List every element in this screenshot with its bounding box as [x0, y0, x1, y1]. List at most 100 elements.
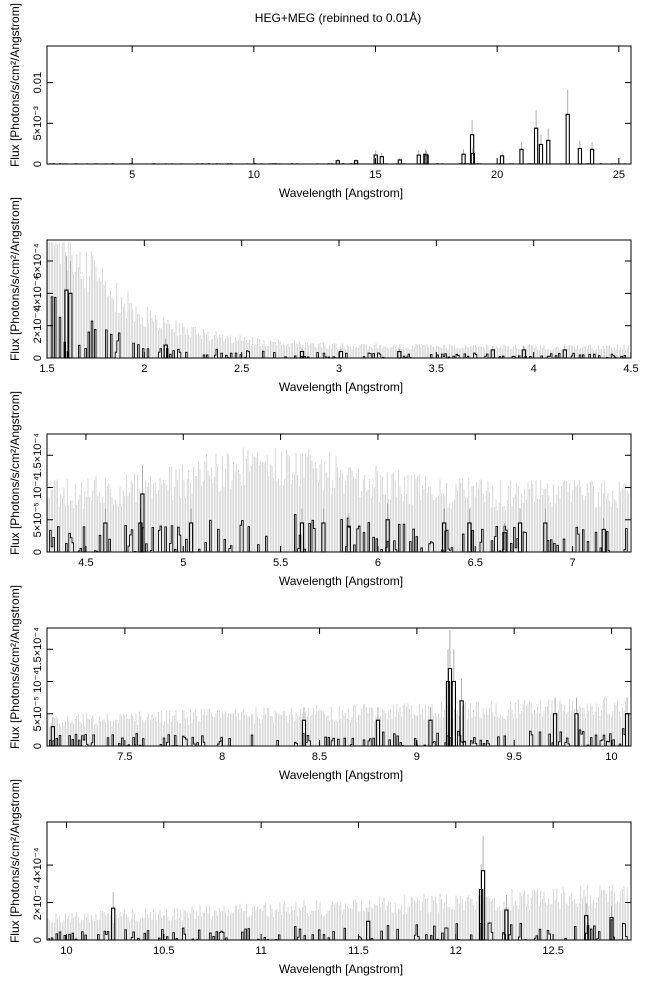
emission-line-peak	[574, 713, 579, 747]
emission-line-peak	[504, 909, 509, 941]
y-tick-label: 5×10⁻³	[32, 106, 44, 141]
emission-line-peak	[346, 525, 351, 553]
x-axis-label: Wavelength [Angstrom]	[279, 962, 403, 976]
x-tick-label: 10	[60, 945, 72, 957]
emission-line-peak	[521, 349, 527, 359]
x-tick-label: 20	[491, 169, 503, 181]
y-tick-label: 6×10⁻⁴	[32, 243, 44, 279]
spectrum	[47, 447, 631, 553]
y-tick-label: 10⁻⁴	[32, 476, 44, 499]
y-axis-label: Flux [Photons/s/cm²/Angstrom]	[8, 585, 22, 749]
emission-line-peak	[546, 139, 551, 165]
emission-line-peak	[533, 127, 539, 165]
x-tick-label: 25	[613, 169, 625, 181]
y-axis-label: Flux [Photons/s/cm²/Angstrom]	[8, 391, 22, 555]
x-tick-label: 12.5	[542, 945, 563, 957]
x-axis-label: Wavelength [Angstrom]	[279, 380, 403, 394]
emission-line-peak	[397, 350, 402, 359]
emission-line-peak	[375, 719, 381, 747]
y-tick-label: 0	[32, 549, 44, 555]
y-tick-label: 5×10⁻⁵	[32, 696, 44, 731]
x-tick-label: 4	[531, 363, 537, 375]
plot-frame	[46, 45, 632, 165]
x-tick-label: 2	[141, 363, 147, 375]
y-axis-label: Flux [Photons/s/cm²/Angstrom]	[8, 3, 22, 167]
x-tick-label: 8	[219, 751, 225, 763]
x-tick-label: 15	[369, 169, 381, 181]
y-tick-label: 10⁻⁴	[32, 670, 44, 693]
chart-panel-2: 1.5 2 2.5 3 3.5 4 4.5 0 2×10⁻⁴4×10⁻⁴6×10⁻⁴ Wavele…	[8, 197, 639, 394]
emission-line-peak	[68, 292, 73, 359]
emission-line-peak	[552, 713, 558, 747]
emission-line-peak	[470, 152, 475, 165]
emission-line-peak	[490, 349, 495, 359]
emission-line-peak	[565, 113, 570, 165]
x-tick-label: 11.5	[348, 945, 369, 957]
x-tick-label: 10	[248, 169, 260, 181]
y-tick-label: 2×10⁻⁴	[32, 885, 44, 921]
x-tick-label: 5.5	[273, 557, 288, 569]
emission-line-peak	[499, 155, 505, 165]
x-tick-label: 5	[129, 169, 135, 181]
spectrum	[47, 163, 631, 165]
y-tick-label: 0	[32, 161, 44, 167]
spectrum	[47, 884, 631, 941]
emission-line-peak	[589, 148, 595, 165]
y-tick-label: 2×10⁻⁴	[32, 308, 44, 344]
x-tick-label: 11	[255, 945, 266, 957]
spectrum-step-line	[48, 919, 631, 941]
x-axis-label: Wavelength [Angstrom]	[279, 574, 403, 588]
x-tick-label: 3.5	[429, 363, 444, 375]
emission-line-peak	[441, 522, 447, 553]
emission-line-peak	[385, 519, 390, 553]
x-axis-label: Wavelength [Angstrom]	[279, 186, 403, 200]
emission-line-peak	[424, 154, 429, 165]
x-tick-label: 5	[180, 557, 186, 569]
emission-line-peak	[111, 907, 116, 941]
figure-title: HEG+MEG (rebinned to 0.01Å)	[255, 10, 421, 25]
y-tick-label: 0.01	[32, 72, 44, 93]
y-axis-label: Flux [Photons/s/cm²/Angstrom]	[8, 779, 22, 943]
emission-line-peak	[366, 920, 371, 941]
emission-line-peak	[416, 154, 421, 165]
spectrum	[47, 696, 631, 747]
emission-line-peak	[562, 349, 567, 359]
x-tick-label: 10	[605, 751, 617, 763]
emission-line-peak	[459, 700, 464, 747]
y-tick-label: 0	[32, 743, 44, 749]
emission-line-peak	[188, 522, 194, 553]
y-axis-label: Flux [Photons/s/cm²/Angstrom]	[8, 197, 22, 361]
emission-line-peak	[299, 350, 305, 359]
emission-line-peak	[397, 159, 402, 165]
emission-line-peak	[451, 680, 457, 747]
x-tick-label: 10.5	[153, 945, 174, 957]
emission-line-peak	[467, 522, 472, 553]
emission-line-peak	[140, 493, 145, 553]
spectrum	[47, 242, 631, 359]
emission-line-peak	[584, 915, 589, 941]
chart-panel-4: 7.5 8 8.5 9 9.5 10 0 5×10⁻⁵ 10⁻⁴1.5×10⁻⁴ Waveleng…	[8, 585, 632, 782]
chart-panel-5: 10 10.5 11 11.5 12 12.5 0 2×10⁻⁴ 4×10⁻⁴ Wavelengt…	[8, 779, 632, 976]
spectrum-step-line	[48, 728, 631, 747]
x-tick-label: 4.5	[78, 557, 93, 569]
spectrum-step-line	[48, 296, 631, 359]
emission-line-peak	[502, 532, 507, 553]
emission-line-peak	[379, 156, 384, 165]
x-tick-label: 4.5	[623, 363, 638, 375]
x-tick-label: 6	[375, 557, 381, 569]
emission-line-peak	[601, 528, 606, 553]
x-tick-label: 12	[450, 945, 462, 957]
emission-line-peak	[543, 522, 548, 553]
emission-line-peak	[335, 160, 340, 165]
emission-line-peak	[480, 870, 486, 941]
emission-line-peak	[163, 344, 168, 359]
x-tick-label: 9.5	[507, 751, 522, 763]
y-tick-label: 1.5×10⁻⁴	[32, 433, 44, 478]
emission-line-peak	[428, 719, 433, 747]
emission-line-peak	[519, 148, 524, 165]
emission-line-peak	[517, 522, 523, 553]
chart-panel-1: 5 10 15 20 25 0 5×10⁻³ 0.01 Wavelength [Angstrom…	[8, 3, 632, 200]
x-tick-label: 2.5	[234, 363, 249, 375]
